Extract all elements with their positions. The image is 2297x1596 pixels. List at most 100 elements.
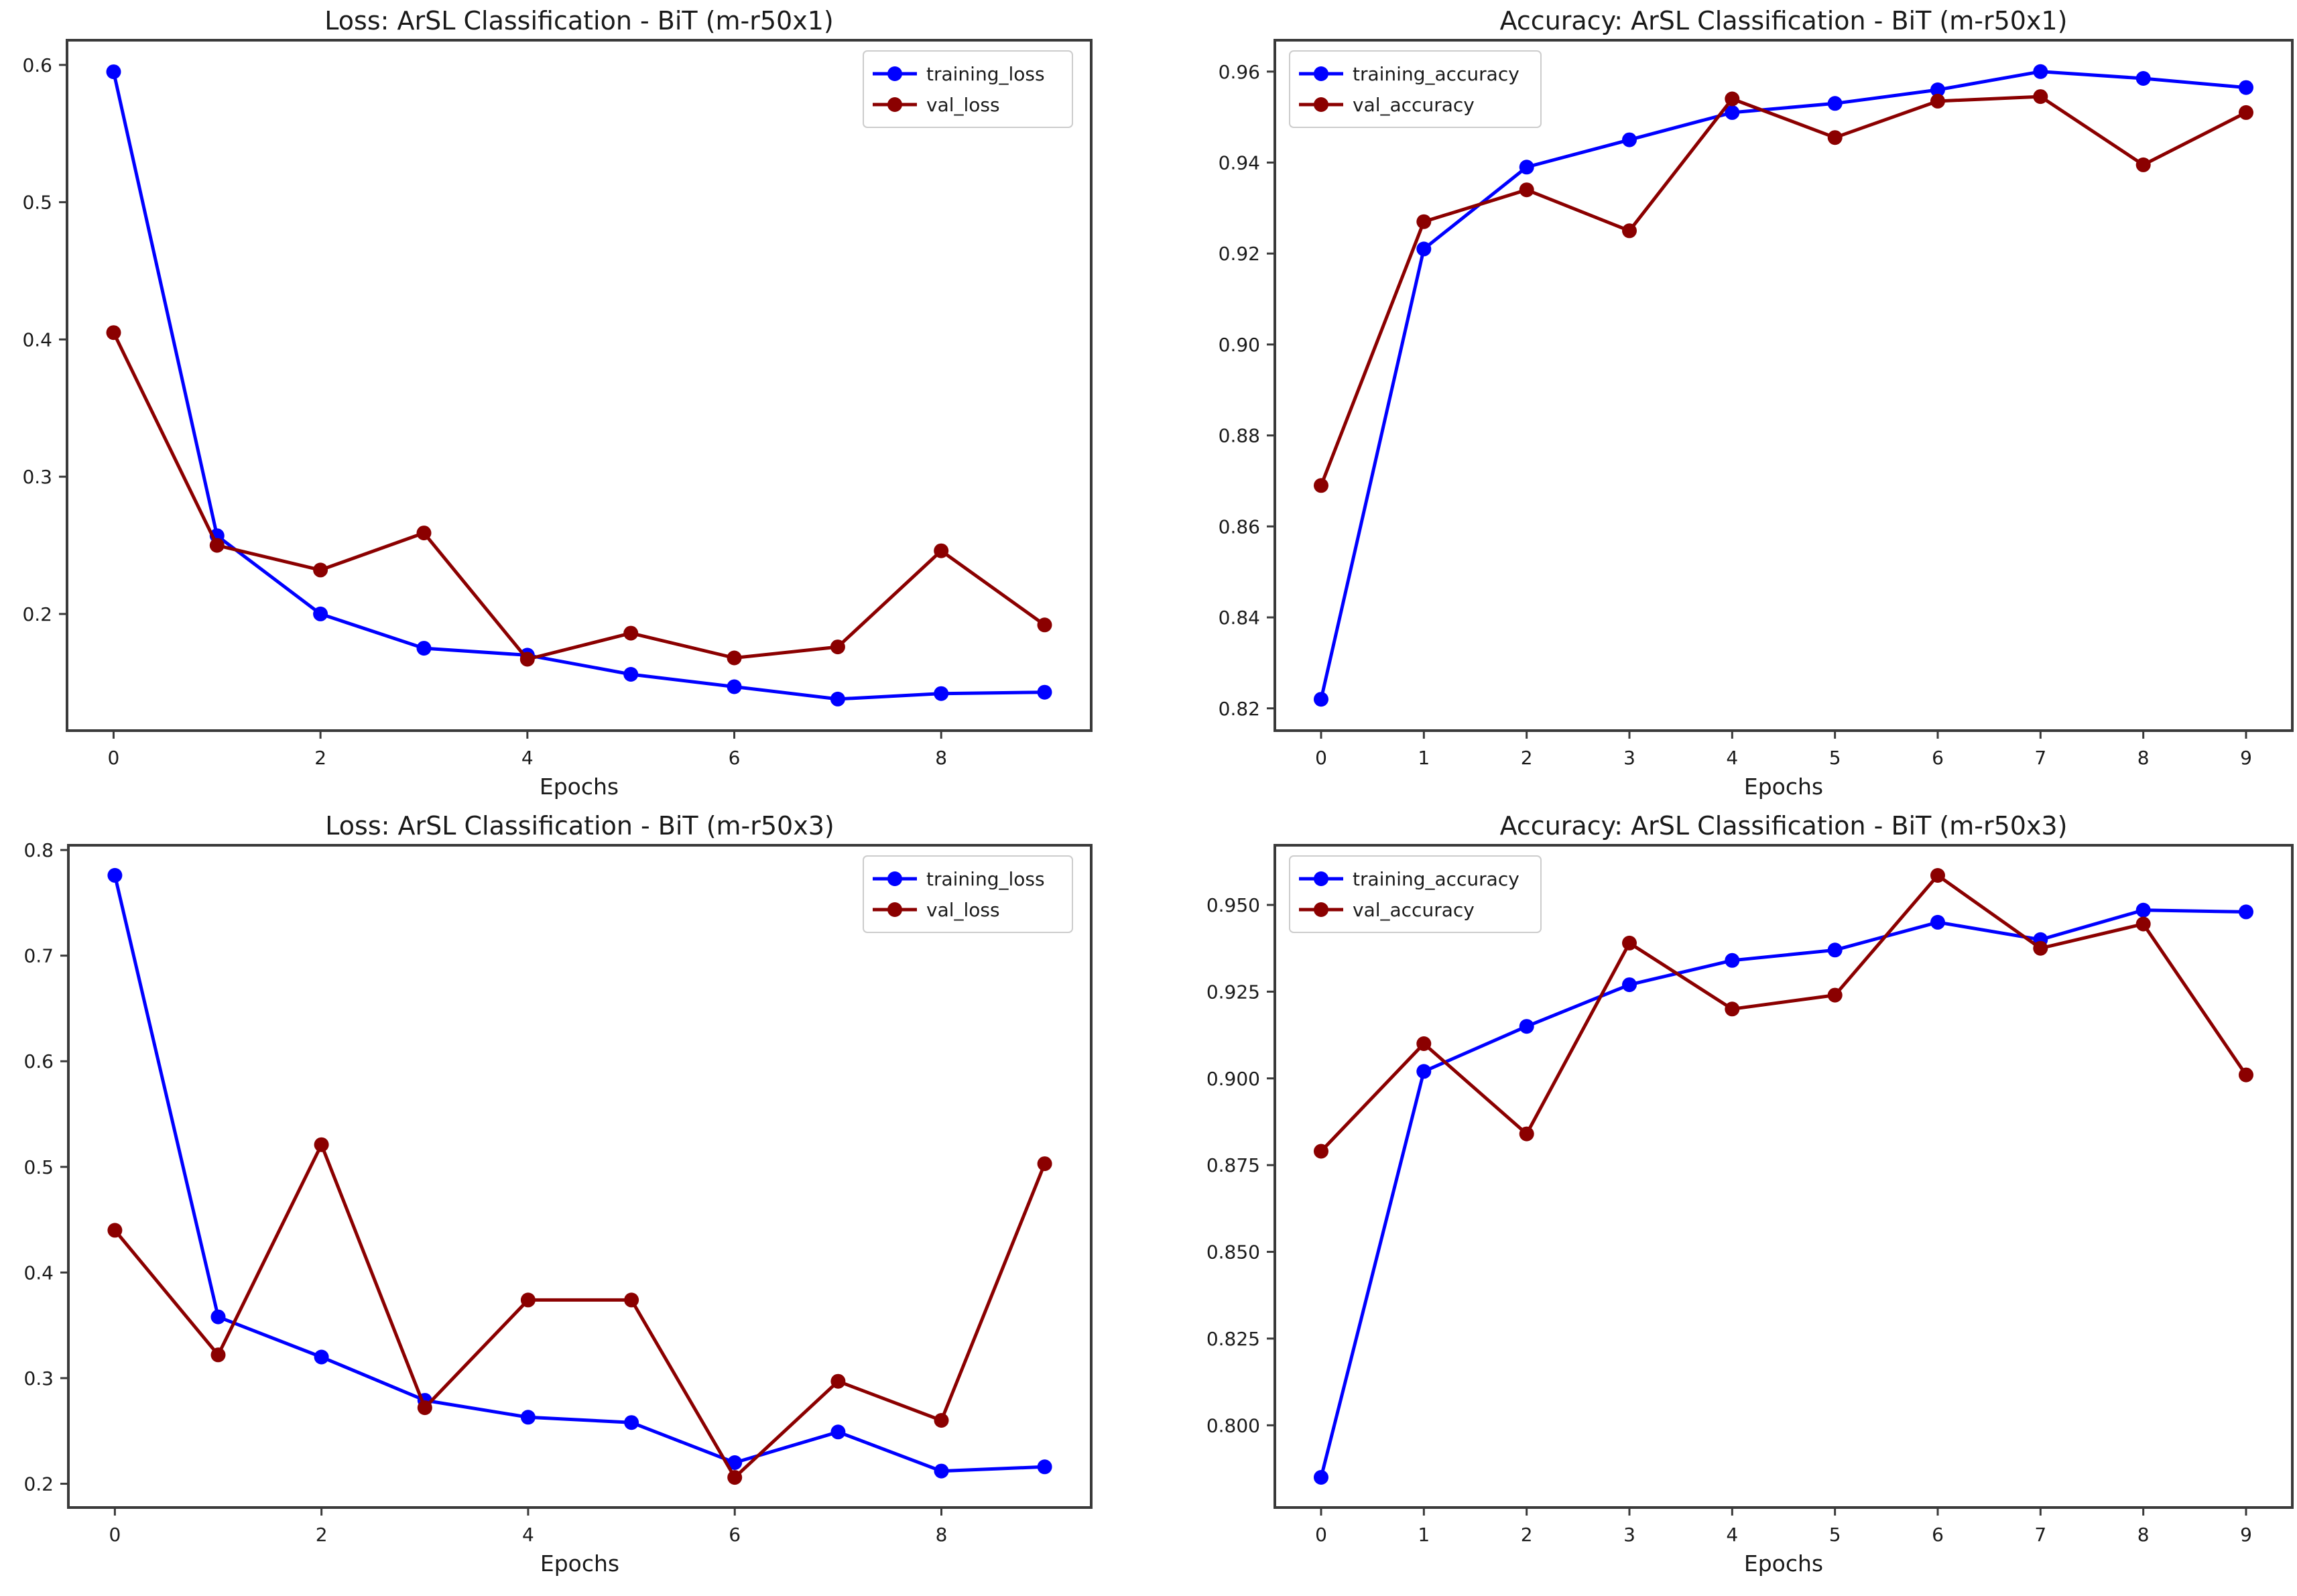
data-point-training_accuracy	[1314, 692, 1328, 707]
plot-background	[1275, 845, 2292, 1508]
x-tick-label: 5	[1829, 1524, 1841, 1546]
chart-title-accuracy-m-r50x1: Accuracy: ArSL Classification - BiT (m-r…	[1500, 6, 2068, 36]
chart-accuracy-m-r50x3: Accuracy: ArSL Classification - BiT (m-r…	[1206, 811, 2294, 1577]
x-tick-label: 7	[2034, 1524, 2046, 1546]
data-point-val_loss	[1037, 1156, 1052, 1172]
x-tick-label: 4	[522, 1524, 534, 1546]
plot-area-loss-m-r50x3: 0.2 0.3 0.4 0.5 0.6 0.7 0.8 0 2 4 6 8 training_lossv…	[23, 839, 1093, 1546]
data-point-training_accuracy	[2033, 64, 2048, 79]
data-point-training_accuracy	[1827, 942, 1843, 958]
series-line-val_accuracy	[1319, 873, 2248, 1153]
x-tick-label: 8	[935, 747, 947, 769]
legend: training_accuracy val_accuracy	[1289, 855, 1542, 933]
data-point-val_loss	[210, 1347, 226, 1363]
y-tick-label: 0.96	[1219, 61, 1260, 83]
data-point-val_loss	[106, 325, 121, 341]
y-tick-label: 0.2	[23, 1473, 54, 1495]
data-point-val_loss	[520, 1292, 536, 1308]
data-point-val_loss	[416, 526, 432, 541]
data-point-training_loss	[1037, 1459, 1052, 1475]
data-point-val_accuracy	[1930, 868, 1945, 883]
series-line-training_loss	[113, 873, 1047, 1473]
x-tick-label: 0	[108, 747, 120, 769]
data-point-val_loss	[830, 1373, 846, 1389]
data-point-training_accuracy	[2135, 902, 2151, 918]
x-tick-label: 1	[1418, 1524, 1430, 1546]
legend-label-training_loss: training_loss	[926, 63, 1045, 85]
x-tick-label: 0	[1315, 1524, 1327, 1546]
y-tick-label: 0.90	[1219, 334, 1260, 356]
y-tick-label: 0.88	[1219, 425, 1260, 447]
y-tick-label: 0.950	[1206, 894, 1260, 916]
chart-loss-m-r50x1: Loss: ArSL Classification - BiT (m-r50x1…	[22, 6, 1093, 800]
data-point-val_loss	[314, 1137, 329, 1152]
data-point-val_accuracy	[2033, 940, 2048, 956]
y-tick-label: 0.8	[23, 839, 54, 861]
data-point-training_accuracy	[1930, 82, 1945, 97]
data-point-val_accuracy	[1622, 223, 1637, 239]
data-point-training_accuracy	[2135, 71, 2151, 86]
y-tick-label: 0.800	[1206, 1414, 1260, 1436]
data-point-training_accuracy	[1416, 241, 1432, 257]
legend-box	[1289, 50, 1542, 128]
y-tick-label: 0.92	[1219, 243, 1260, 265]
legend: training_loss val_loss	[863, 855, 1073, 933]
data-point-training_loss	[106, 64, 121, 80]
x-tick-label: 8	[936, 1524, 948, 1546]
series-line-training_loss	[112, 70, 1046, 701]
chart-loss-m-r50x3: Loss: ArSL Classification - BiT (m-r50x3…	[23, 811, 1093, 1577]
legend-sample-marker-training_accuracy	[1314, 66, 1328, 81]
x-tick-label: 1	[1418, 747, 1430, 769]
plot-spines	[1274, 844, 2294, 1509]
legend-label-val_accuracy: val_accuracy	[1353, 899, 1475, 921]
y-tick-label: 0.825	[1206, 1328, 1260, 1350]
legend-label-training_accuracy: training_accuracy	[1353, 868, 1519, 890]
data-point-val_loss	[107, 1223, 123, 1238]
legend: training_accuracy val_accuracy	[1289, 50, 1542, 128]
y-tick-label: 0.875	[1206, 1154, 1260, 1176]
y-tick-label: 0.4	[23, 1262, 54, 1284]
legend-label-training_loss: training_loss	[926, 868, 1045, 890]
series-line-training_accuracy	[1319, 70, 2248, 701]
x-tick-label: 3	[1623, 1524, 1635, 1546]
x-tick-label: 2	[1521, 1524, 1533, 1546]
data-point-val_accuracy	[1416, 214, 1432, 229]
series-line-val_accuracy	[1319, 95, 2248, 487]
data-point-val_accuracy	[1725, 1001, 1740, 1017]
y-tick-label: 0.7	[23, 945, 54, 967]
plot-background	[67, 40, 1091, 731]
plot-area-accuracy-m-r50x3: 0.800 0.825 0.850 0.875 0.900 0.925 0.950 0 1 2 3 4…	[1206, 844, 2294, 1546]
data-point-val_accuracy	[1827, 987, 1843, 1003]
x-tick-label: 9	[2240, 747, 2252, 769]
data-point-training_accuracy	[1622, 977, 1637, 993]
data-point-training_accuracy	[1519, 1019, 1534, 1034]
plot-spines	[66, 39, 1093, 732]
y-tick-label: 0.2	[22, 603, 52, 625]
y-tick-label: 0.900	[1206, 1068, 1260, 1090]
legend-sample-marker-val_accuracy	[1314, 902, 1328, 917]
data-point-training_loss	[830, 691, 845, 707]
data-point-training_accuracy	[1725, 953, 1740, 968]
data-point-val_accuracy	[1519, 182, 1534, 198]
plot-area-accuracy-m-r50x1: 0.82 0.84 0.86 0.88 0.90 0.92 0.94 0.96 0 1 2 3 4 5 6 7…	[1219, 39, 2294, 769]
legend-label-val_loss: val_loss	[926, 94, 1000, 116]
data-point-training_loss	[520, 1410, 536, 1425]
x-tick-label: 4	[1726, 1524, 1738, 1546]
plot-area-loss-m-r50x1: 0.2 0.3 0.4 0.5 0.6 0 2 4 6 8 training_loss val_los…	[22, 39, 1093, 769]
data-point-training_loss	[1037, 684, 1052, 700]
data-point-training_loss	[727, 679, 742, 694]
chart-title-loss-m-r50x1: Loss: ArSL Classification - BiT (m-r50x1…	[324, 6, 833, 36]
x-tick-label: 7	[2034, 747, 2046, 769]
plot-background	[1275, 40, 2292, 731]
data-point-val_accuracy	[1314, 478, 1328, 493]
data-point-training_accuracy	[1930, 914, 1945, 930]
data-point-training_loss	[624, 1415, 639, 1430]
data-point-training_accuracy	[2239, 80, 2253, 95]
data-point-val_loss	[313, 562, 328, 578]
series-line-val_loss	[112, 330, 1046, 661]
legend-sample-marker-val_loss	[887, 97, 902, 112]
y-tick-label: 0.82	[1219, 698, 1260, 720]
x-tick-label: 4	[521, 747, 534, 769]
